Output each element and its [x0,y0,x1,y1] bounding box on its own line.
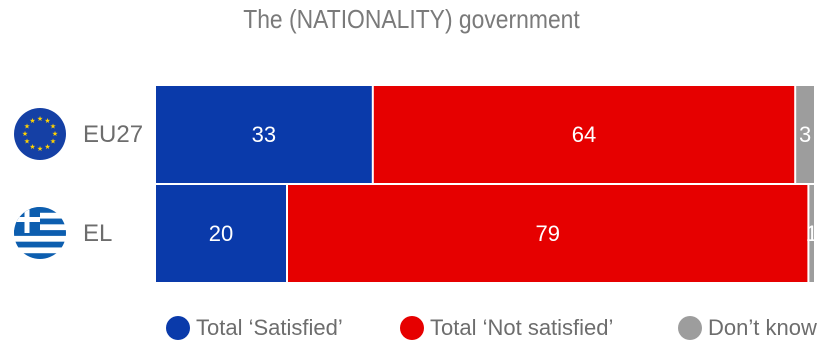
legend-label: Don’t know [708,315,817,340]
legend-label: Total ‘Satisfied’ [196,315,343,340]
bar-segment [373,86,795,183]
bar-row-el: EL 20 79 1 [83,185,818,282]
bar-segment [156,86,372,183]
data-label: 64 [572,122,596,147]
data-label: 1 [806,221,818,246]
flag-stripe [14,253,66,259]
category-label: EU27 [83,121,143,148]
legend-item: Total ‘Satisfied’ [166,312,343,344]
eu-star: ★ [24,138,30,146]
bar-row-eu27: EU27 33 64 3 [83,86,814,183]
eu-star: ★ [37,145,43,153]
legend-swatch [400,316,424,340]
legend-label: Total ‘Not satisfied’ [430,315,614,340]
bar-segment [796,86,814,183]
eu-star: ★ [44,143,50,151]
eu-star: ★ [44,117,50,125]
bar-segment [809,185,814,282]
flag-stripe [14,241,66,248]
legend-item: Don’t know [678,312,817,344]
legend-swatch [678,316,702,340]
bar-segment [288,185,808,282]
legend: Total ‘Satisfied’ Total ‘Not satisfied’ Do… [0,312,823,344]
data-label: 33 [252,122,276,147]
data-label: 20 [209,221,233,246]
eu-star: ★ [52,130,58,138]
stacked-bar-chart: ★ ★★★★★★★★★★★ EU27 33 64 3EL 20 79 1 [14,86,818,282]
legend-swatch [166,316,190,340]
eu-star: ★ [50,123,56,131]
eu-star: ★ [50,138,56,146]
legend-item: Total ‘Not satisfied’ [400,312,613,344]
eu-star: ★ [24,123,30,131]
eu-star: ★ [29,117,35,125]
eu-star: ★ [29,143,35,151]
data-label: 79 [535,221,559,246]
eu-star: ★ [22,130,28,138]
eu-star: ★ [37,115,43,123]
greece-flag-icon [14,207,66,259]
bar-segment [156,185,286,282]
category-label: EL [83,220,112,247]
chart-title: The (NATIONALITY) government [243,4,580,34]
data-label: 3 [799,122,811,147]
eu-flag-icon: ★ ★★★★★★★★★★★ [14,108,66,160]
